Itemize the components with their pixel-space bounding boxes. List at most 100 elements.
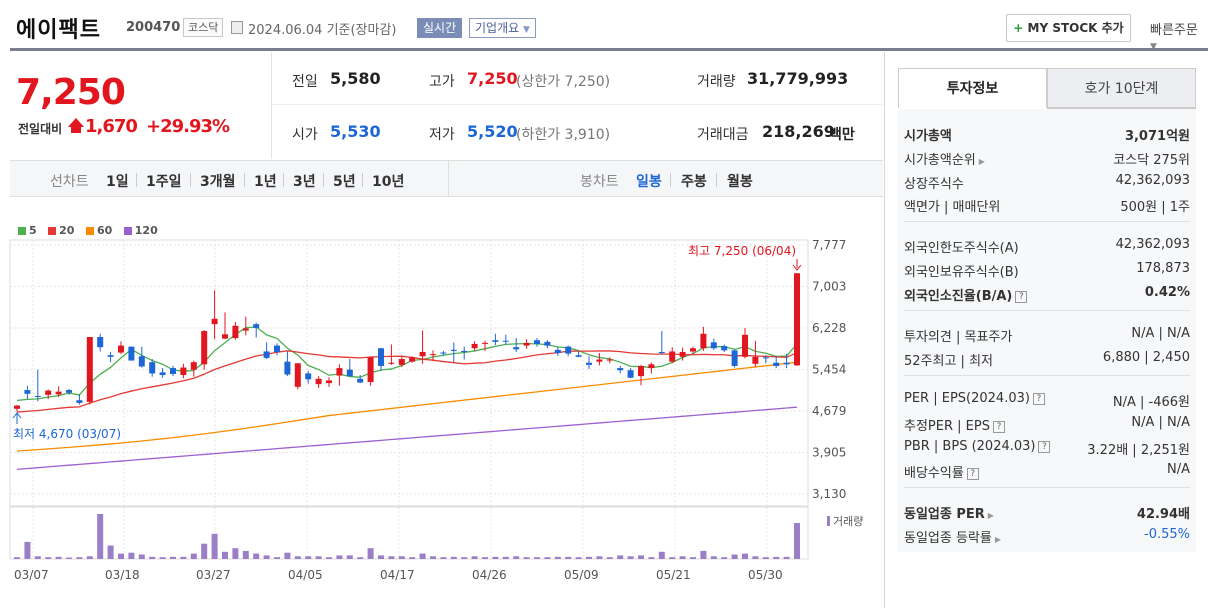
info-key-text: 상장주식수 — [904, 177, 964, 192]
candle-body — [263, 351, 270, 358]
volume-bar — [565, 556, 572, 559]
help-icon[interactable]: ? — [966, 468, 979, 480]
volume-bar — [783, 556, 790, 559]
candle-body — [398, 358, 405, 365]
candle-body — [367, 357, 374, 383]
candle-body — [409, 357, 416, 362]
tab-invest-info[interactable]: 투자정보 — [898, 68, 1047, 108]
company-overview-dropdown[interactable]: 기업개요 ▼ — [469, 18, 536, 38]
info-divider — [904, 487, 1190, 488]
info-key: 액면가 | 매매단위 — [904, 196, 1000, 215]
divider — [323, 173, 324, 187]
candle-body — [430, 354, 436, 356]
x-tick-label: 03/07 — [14, 568, 49, 582]
help-icon[interactable]: ? — [1038, 441, 1051, 453]
candle-body — [794, 273, 800, 366]
volume-bar — [180, 556, 187, 559]
info-row: 동일업종 등락률 ▶ -0.55% — [904, 524, 1190, 546]
chevron-down-icon: ▼ — [523, 25, 530, 35]
volume-bar — [138, 554, 145, 559]
info-value: 3,071억원 — [1124, 129, 1190, 144]
candle-body — [700, 333, 707, 349]
period-3m[interactable]: 3개월 — [200, 174, 236, 190]
candle-body — [211, 318, 218, 325]
period-5y[interactable]: 5년 — [333, 174, 356, 190]
amount-value: 218,269 — [762, 122, 835, 141]
chevron-right-icon[interactable]: ▶ — [987, 511, 994, 520]
candle-monthly[interactable]: 월봉 — [727, 174, 753, 190]
mystock-add-button[interactable]: + MY STOCK 추가 — [1006, 14, 1131, 42]
info-key: 추정PER | EPS? — [904, 415, 1005, 434]
divider — [362, 173, 363, 187]
amount-label: 거래대금 — [697, 127, 749, 143]
max-price-label: 최고 7,250 (06/04) — [688, 244, 796, 258]
candle-body — [118, 345, 124, 353]
info-divider — [904, 375, 1190, 376]
volume-bar — [710, 556, 717, 559]
volume-bar — [149, 556, 156, 559]
period-1y[interactable]: 1년 — [254, 174, 277, 190]
chevron-right-icon[interactable]: ▶ — [978, 157, 985, 166]
min-arrowhead — [12, 412, 22, 419]
volume-bar — [544, 557, 551, 559]
info-value: 42,362,093 — [1115, 237, 1190, 252]
price-chart[interactable]: 7,777 7,003 6,228 5,454 4,679 3,905 3,130 03/07… — [0, 0, 884, 608]
candle-body — [513, 347, 520, 350]
volume-bar — [315, 556, 322, 559]
candle-body — [648, 364, 655, 369]
volume-bar — [232, 548, 239, 559]
help-icon[interactable]: ? — [1015, 291, 1028, 303]
info-key-text: 동일업종 등락률 — [904, 531, 992, 546]
realtime-button[interactable]: 실시간 — [417, 18, 463, 38]
volume-bar — [742, 553, 748, 559]
info-row: 배당수익률? N/A — [904, 459, 1190, 481]
tab-underline — [1047, 108, 1196, 109]
info-value: 42.94배 — [1136, 507, 1190, 522]
volume-bar — [731, 554, 738, 559]
help-icon[interactable]: ? — [992, 421, 1005, 433]
candle-body — [76, 400, 83, 403]
candle-body — [544, 341, 551, 346]
period-1w[interactable]: 1주일 — [146, 174, 182, 190]
period-10y[interactable]: 10년 — [372, 174, 405, 190]
info-table — [898, 109, 1196, 552]
volume-bar — [586, 556, 592, 559]
volume-bar — [658, 551, 665, 559]
candle-weekly[interactable]: 주봉 — [681, 174, 707, 190]
open-value: 5,530 — [330, 122, 381, 141]
chevron-right-icon[interactable]: ▶ — [994, 535, 1002, 544]
tab-hoga[interactable]: 호가 10단계 — [1047, 68, 1196, 108]
quick-order-button[interactable]: 빠른주문 ▼ — [1150, 19, 1208, 53]
volume-bar — [492, 556, 499, 559]
candle-body — [658, 352, 665, 354]
volume-bar — [128, 552, 135, 559]
period-3y[interactable]: 3년 — [293, 174, 316, 190]
period-1d[interactable]: 1일 — [106, 174, 129, 190]
help-icon[interactable]: ? — [1032, 393, 1045, 405]
candle-body — [128, 346, 135, 361]
info-value: 42,362,093 — [1115, 173, 1190, 188]
volume-bar — [284, 552, 291, 559]
candle-body — [378, 348, 384, 366]
info-key-text: 액면가 | 매매단위 — [904, 200, 1001, 215]
candle-body — [180, 367, 187, 376]
candle-body — [34, 395, 41, 397]
ma-line — [16, 406, 798, 470]
candle-body — [783, 362, 790, 365]
info-value: 0.42% — [1144, 285, 1190, 300]
stock-header: 에이팩트 200470 코스닥 2024.06.04 기준(장마감) 실시간 기… — [0, 0, 1208, 52]
info-key: PBR | BPS (2024.03)? — [904, 439, 1051, 454]
candle-daily[interactable]: 일봉 — [636, 174, 662, 190]
max-arrowhead — [792, 264, 802, 271]
low-label: 저가 — [429, 127, 455, 143]
candle-body — [201, 331, 208, 365]
x-tick-label: 04/17 — [380, 568, 415, 582]
info-key-text: 52주최고 | 최저 — [904, 354, 993, 369]
candle-body — [45, 390, 52, 395]
candle-body — [305, 373, 312, 380]
volume-bar — [190, 553, 197, 559]
candle-body — [97, 337, 104, 348]
candle-body — [523, 342, 530, 346]
volume-bar — [721, 557, 728, 559]
candle-body — [222, 334, 228, 339]
